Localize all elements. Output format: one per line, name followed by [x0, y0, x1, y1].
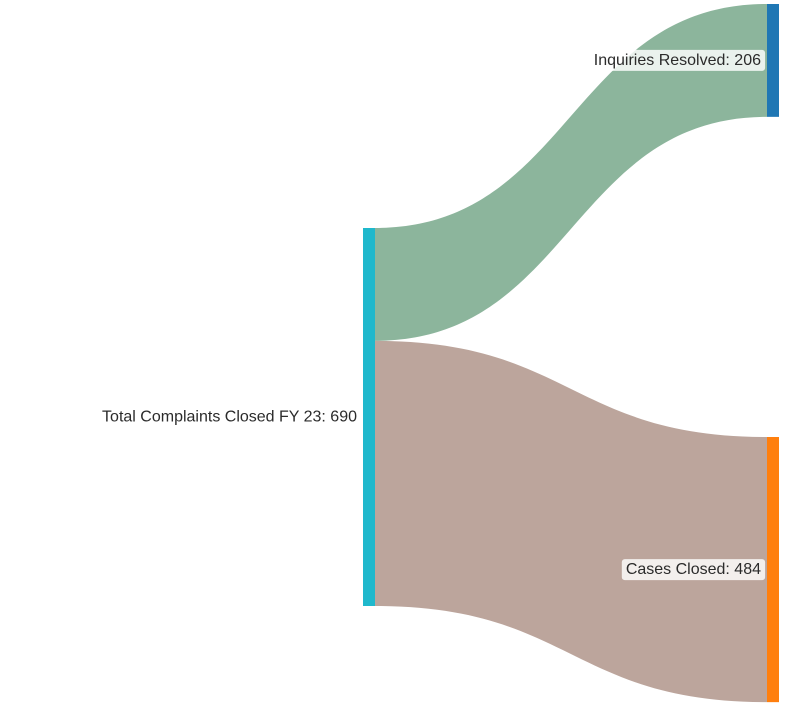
node-cases[interactable]	[767, 437, 779, 703]
node-label-text-cases: Cases Closed: 484	[626, 561, 761, 578]
labels-layer: Total Complaints Closed FY 23: 690 Inquir…	[102, 49, 766, 581]
link-total-to-cases[interactable]	[375, 340, 767, 703]
node-label-cases: Cases Closed: 484	[621, 559, 766, 581]
links-layer	[375, 4, 767, 703]
nodes-layer	[363, 4, 779, 703]
node-label-text-total: Total Complaints Closed FY 23: 690	[102, 409, 357, 426]
link-total-to-inquiries[interactable]	[375, 4, 767, 341]
node-inquiries[interactable]	[767, 4, 779, 117]
node-label-inquiries: Inquiries Resolved: 206	[589, 49, 766, 71]
node-label-total: Total Complaints Closed FY 23: 690	[102, 409, 357, 426]
node-label-background-cases	[621, 559, 766, 581]
node-label-text-inquiries: Inquiries Resolved: 206	[594, 52, 761, 69]
node-label-background-inquiries	[589, 49, 766, 71]
node-total[interactable]	[363, 228, 375, 606]
